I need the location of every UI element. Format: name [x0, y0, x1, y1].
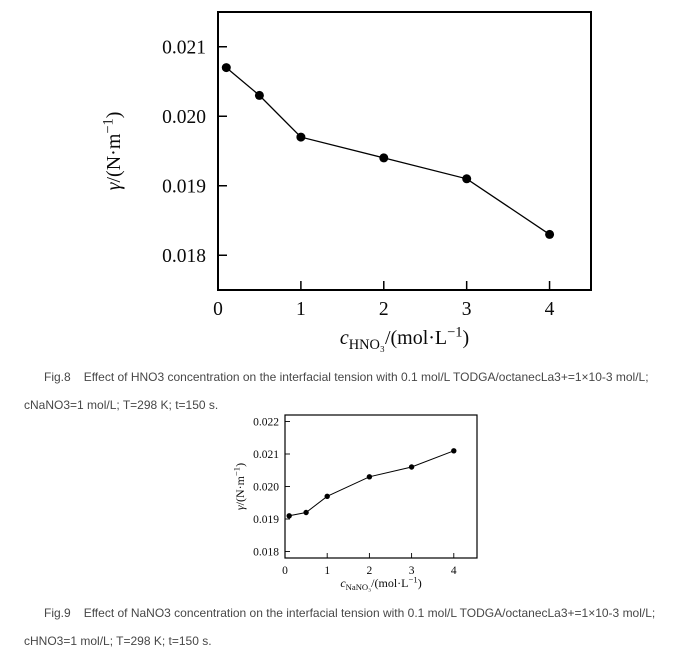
x-tick-label: 4	[451, 565, 457, 577]
y-axis-label: γ/(N·m−1)	[100, 112, 125, 191]
fig9-chart: 0 1 2 3 4 0.018 0.019 0.020 0.021 0.022 cNaNO₃/(mo…	[231, 414, 478, 592]
data-line	[289, 450, 454, 517]
x-tick-label: 4	[545, 299, 555, 320]
x-tick-label: 0	[213, 299, 223, 320]
y-tick-label: 0.020	[253, 482, 279, 494]
data-point	[408, 464, 415, 470]
x-tick-label: 0	[282, 565, 288, 577]
y-tick-label: 0.021	[162, 38, 206, 59]
y-tick-label: 0.018	[162, 246, 206, 267]
data-point	[366, 474, 373, 480]
x-tick-label: 1	[324, 565, 330, 577]
data-point	[324, 493, 330, 499]
fig9-caption: Fig.9 Effect of NaNO3 concentration on th…	[24, 599, 676, 649]
data-point	[296, 132, 306, 142]
data-point	[462, 174, 472, 184]
fig8-caption-label: Fig.8	[44, 370, 71, 384]
y-tick-label: 0.019	[162, 177, 206, 198]
y-tick-label: 0.018	[253, 547, 279, 559]
fig9-caption-label: Fig.9	[44, 606, 71, 620]
data-point	[545, 229, 555, 239]
data-point	[254, 90, 264, 100]
data-point	[379, 153, 389, 163]
x-tick-label: 2	[367, 565, 373, 577]
data-point	[286, 513, 292, 519]
data-point	[451, 448, 457, 454]
fig8-chart: 0 1 2 3 4 0.018 0.019 0.020 0.021 cHNO₃/(mol·L−1)…	[100, 11, 592, 353]
x-axis-label: cHNO₃/(mol·L−1)	[340, 324, 469, 352]
data-line	[225, 67, 550, 235]
fig8-caption: Fig.8 Effect of HNO3 concentration on the…	[24, 363, 676, 419]
fig8-caption-text: Effect of HNO3 concentration on the inte…	[24, 370, 649, 412]
x-tick-label: 3	[409, 565, 415, 577]
x-axis-label: cNaNO₃/(mol·L−1)	[340, 574, 421, 591]
y-tick-label: 0.022	[253, 417, 279, 429]
y-tick-label: 0.020	[162, 107, 206, 128]
y-axis-label: γ/(N·m−1)	[231, 463, 247, 510]
y-tick-label: 0.019	[253, 514, 279, 526]
fig9-caption-text: Effect of NaNO3 concentration on the int…	[24, 606, 656, 648]
data-point	[221, 63, 231, 73]
plot-frame	[217, 11, 592, 291]
x-tick-label: 3	[462, 299, 472, 320]
x-tick-label: 2	[379, 299, 389, 320]
data-point	[303, 509, 309, 516]
y-tick-label: 0.021	[253, 449, 279, 461]
x-tick-label: 1	[296, 299, 306, 320]
plot-frame	[284, 414, 478, 559]
